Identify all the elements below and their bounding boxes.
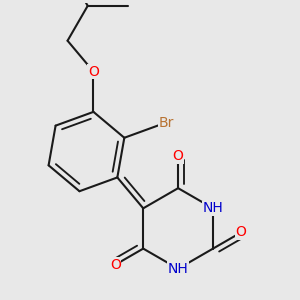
Text: Br: Br: [158, 116, 174, 130]
Text: O: O: [236, 226, 246, 239]
Text: O: O: [110, 258, 121, 272]
Text: NH: NH: [168, 262, 188, 276]
Text: O: O: [173, 149, 184, 163]
Text: NH: NH: [202, 201, 224, 215]
Text: O: O: [88, 64, 99, 79]
